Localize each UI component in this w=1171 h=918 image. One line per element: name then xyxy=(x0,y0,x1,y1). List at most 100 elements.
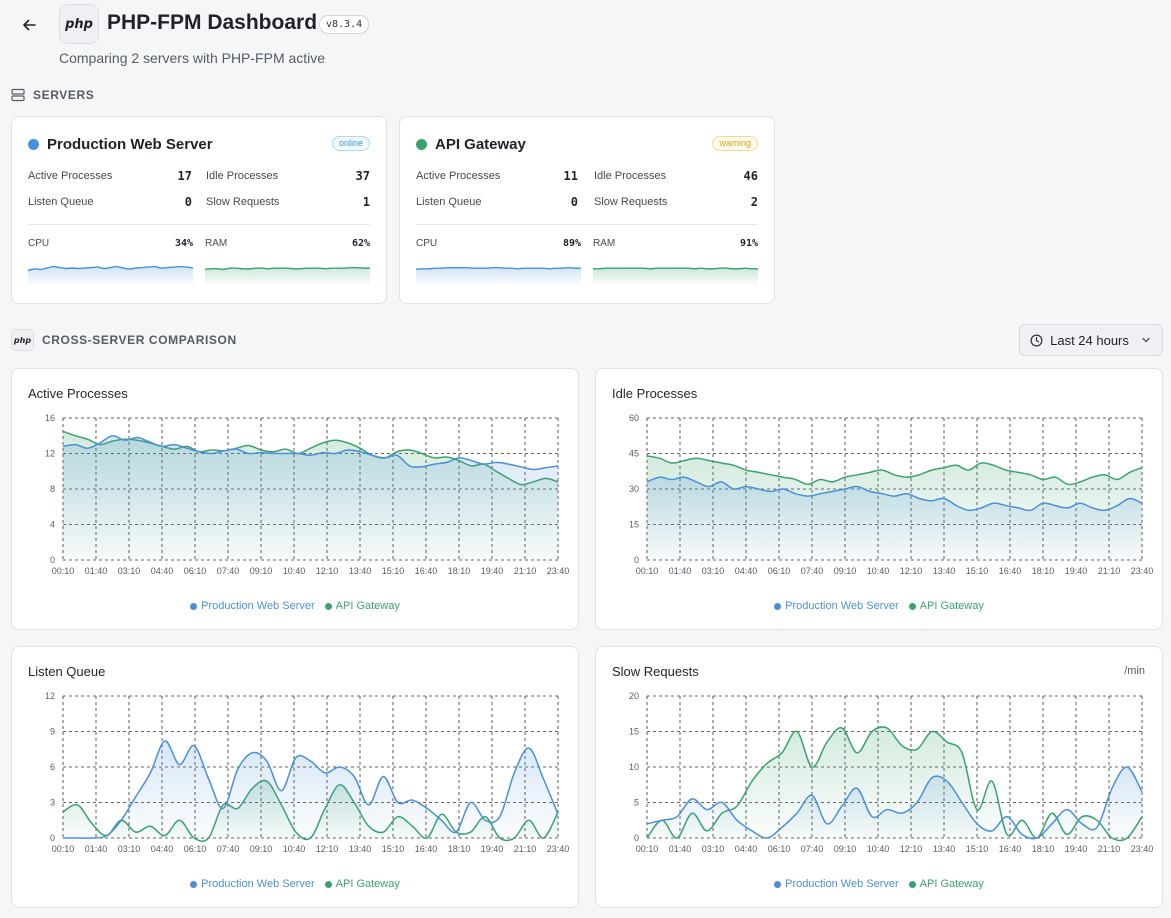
ram-sparkline xyxy=(593,267,758,285)
x-tick-label: 01:40 xyxy=(669,566,692,576)
server-name: Production Web Server xyxy=(28,136,213,153)
slow-requests-value: 1 xyxy=(362,195,370,209)
x-tick-label: 01:40 xyxy=(85,844,108,854)
x-tick-label: 07:40 xyxy=(801,566,824,576)
active-processes-chart: 00:10 01:40 03:10 04:40 06:10 07:40 09:10 10:40… xyxy=(45,413,569,576)
y-tick-label: 15 xyxy=(629,727,639,737)
x-tick-label: 04:40 xyxy=(151,566,174,576)
legend-dot xyxy=(908,602,916,610)
x-tick-label: 10:40 xyxy=(867,566,890,576)
y-tick-label: 9 xyxy=(50,727,55,737)
chart-legend: Production Web Server API Gateway xyxy=(596,878,1162,890)
x-tick-label: 18:10 xyxy=(1032,566,1055,576)
x-tick-label: 07:40 xyxy=(217,844,240,854)
chart-title: Listen Queue xyxy=(28,664,106,679)
chart-card-slow-requests: Slow Requests /min 00:10 01:40 03:10 04:40 0… xyxy=(595,646,1163,908)
ram-label: RAM xyxy=(593,238,616,249)
y-tick-label: 12 xyxy=(45,449,55,459)
legend-item-production[interactable]: Production Web Server xyxy=(774,600,899,612)
card-divider xyxy=(28,224,370,225)
x-tick-label: 03:10 xyxy=(118,566,141,576)
active-processes-label: Active Processes xyxy=(416,170,501,182)
y-tick-label: 4 xyxy=(50,520,55,530)
legend-item-api-gateway[interactable]: API Gateway xyxy=(908,600,984,612)
comparison-section-label: php CROSS-SERVER COMPARISON xyxy=(11,329,237,351)
legend-label: Production Web Server xyxy=(785,600,899,612)
x-tick-label: 09:10 xyxy=(834,844,857,854)
x-tick-label: 12:10 xyxy=(900,566,923,576)
arrow-left-icon xyxy=(23,19,36,31)
x-tick-label: 19:40 xyxy=(1065,844,1088,854)
slow-requests-chart: 00:10 01:40 03:10 04:40 06:10 07:40 09:10 10:40… xyxy=(629,691,1153,854)
x-tick-label: 01:40 xyxy=(85,566,108,576)
x-tick-label: 09:10 xyxy=(834,566,857,576)
x-tick-label: 21:10 xyxy=(1098,844,1121,854)
listen-queue-value: 0 xyxy=(570,195,578,209)
series-line-production xyxy=(63,740,559,839)
server-color-dot xyxy=(28,139,39,150)
version-badge: v8.3.4 xyxy=(319,15,370,34)
legend-dot xyxy=(774,880,782,888)
time-range-dropdown[interactable]: Last 24 hours xyxy=(1019,324,1163,356)
x-tick-label: 15:10 xyxy=(966,566,989,576)
clock-icon xyxy=(1030,334,1043,346)
x-tick-label: 12:10 xyxy=(316,844,339,854)
chart-card-listen-queue: Listen Queue 00:10 01:40 03:10 04:40 06:10 07… xyxy=(11,646,579,908)
x-tick-label: 13:40 xyxy=(349,566,372,576)
slow-requests-label: Slow Requests xyxy=(594,196,668,208)
x-tick-label: 23:40 xyxy=(1131,566,1154,576)
y-tick-label: 60 xyxy=(629,413,639,423)
x-tick-label: 16:40 xyxy=(415,844,438,854)
legend-label: Production Web Server xyxy=(201,600,315,612)
server-card-production[interactable]: Production Web Server online Active Proc… xyxy=(11,116,387,304)
legend-label: API Gateway xyxy=(919,878,984,890)
x-tick-label: 15:10 xyxy=(382,844,405,854)
series-area-api-gateway xyxy=(647,726,1142,841)
y-tick-label: 10 xyxy=(629,762,639,772)
x-tick-label: 00:10 xyxy=(636,844,659,854)
x-tick-label: 15:10 xyxy=(382,566,405,576)
chevron-down-icon xyxy=(1142,337,1150,343)
y-tick-label: 5 xyxy=(634,798,639,808)
chart-unit: /min xyxy=(1124,665,1145,677)
ram-sparkline xyxy=(205,266,370,285)
legend-item-api-gateway[interactable]: API Gateway xyxy=(908,878,984,890)
chart-card-active-processes: Active Processes 00:10 01:40 03:10 04:40 06:… xyxy=(11,368,579,630)
legend-item-api-gateway[interactable]: API Gateway xyxy=(324,600,400,612)
y-tick-label: 8 xyxy=(50,484,55,494)
idle-processes-chart: 00:10 01:40 03:10 04:40 06:10 07:40 09:10 10:40… xyxy=(629,413,1154,576)
legend-item-api-gateway[interactable]: API Gateway xyxy=(324,878,400,890)
legend-item-production[interactable]: Production Web Server xyxy=(190,878,315,890)
legend-dot xyxy=(908,880,916,888)
legend-dot xyxy=(324,602,332,610)
x-tick-label: 23:40 xyxy=(547,844,570,854)
x-tick-label: 10:40 xyxy=(283,844,306,854)
x-tick-label: 19:40 xyxy=(481,566,504,576)
x-tick-label: 07:40 xyxy=(801,844,824,854)
active-processes-value: 11 xyxy=(563,169,578,183)
slow-requests-label: Slow Requests xyxy=(206,196,280,208)
listen-queue-chart: 00:10 01:40 03:10 04:40 06:10 07:40 09:10 10:40… xyxy=(45,691,570,854)
php-icon: php xyxy=(11,329,34,351)
server-card-api-gateway[interactable]: API Gateway warning Active Processes 11 … xyxy=(399,116,775,304)
page-header: php PHP-FPM Dashboard v8.3.4 Comparing 2… xyxy=(0,0,1171,80)
series-line-production xyxy=(62,435,559,471)
series-area-production xyxy=(63,435,558,560)
y-tick-label: 16 xyxy=(45,413,55,423)
listen-queue-label: Listen Queue xyxy=(416,196,482,208)
x-tick-label: 09:10 xyxy=(250,566,273,576)
sparkline-line xyxy=(593,267,758,270)
legend-item-production[interactable]: Production Web Server xyxy=(190,600,315,612)
legend-item-production[interactable]: Production Web Server xyxy=(774,878,899,890)
series-area-production xyxy=(63,740,558,839)
active-processes-value: 17 xyxy=(177,169,192,183)
sparkline-area xyxy=(416,267,581,285)
cpu-value: 89% xyxy=(562,238,581,249)
ram-label: RAM xyxy=(205,238,228,249)
x-tick-label: 18:10 xyxy=(448,844,471,854)
chart-title: Idle Processes xyxy=(612,386,698,401)
x-tick-label: 01:40 xyxy=(669,844,692,854)
back-button[interactable] xyxy=(18,14,40,36)
sparkline-line xyxy=(416,266,581,270)
y-tick-label: 0 xyxy=(634,833,639,843)
